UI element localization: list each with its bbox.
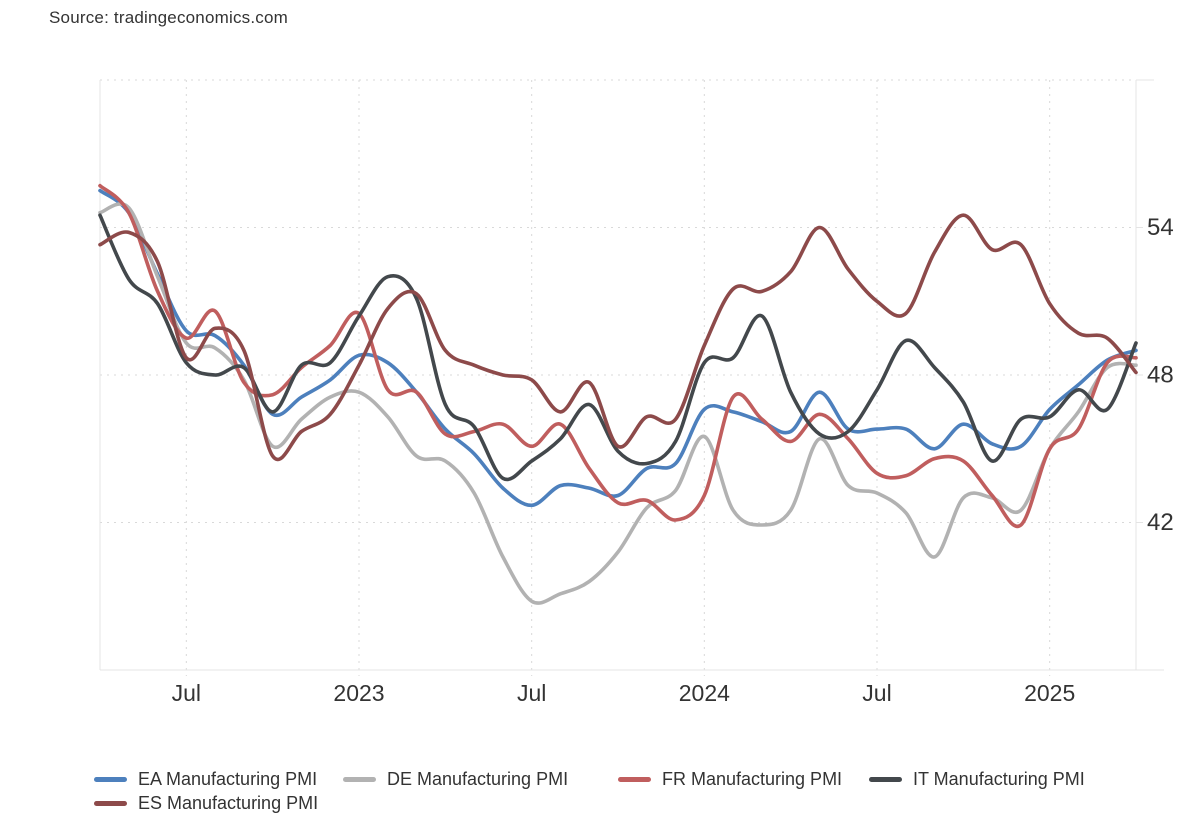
legend-item-fr[interactable]: FR Manufacturing PMI: [618, 767, 869, 791]
series-line-de: [98, 202, 1138, 605]
legend-label-de: DE Manufacturing PMI: [387, 768, 569, 789]
legend-swatch-de: [343, 776, 376, 782]
y-tick-label: 54: [1147, 214, 1174, 241]
legend-label-ea: EA Manufacturing PMI: [138, 768, 318, 789]
y-tick-label: 42: [1147, 509, 1174, 536]
legend-item-it[interactable]: IT Manufacturing PMI: [869, 767, 1109, 791]
source-credit: Source: tradingeconomics.com: [49, 8, 288, 27]
x-tick-label: Jul: [862, 680, 891, 706]
x-tick-label: 2024: [679, 680, 730, 706]
y-tick-label: 48: [1147, 362, 1174, 389]
legend-swatch-it: [869, 776, 902, 782]
legend-item-es[interactable]: ES Manufacturing PMI: [94, 791, 394, 815]
legend-swatch-es: [94, 800, 127, 806]
series-line-es: [98, 213, 1138, 462]
x-tick-label: Jul: [517, 680, 546, 706]
pmi-line-chart-canvas[interactable]: 54 48 42 Jul 2023 Jul 2024 Jul 2025: [0, 0, 1200, 745]
x-tick-label: Jul: [172, 680, 201, 706]
legend-swatch-fr: [618, 776, 651, 782]
x-tick-label: 2023: [333, 680, 384, 706]
legend: EA Manufacturing PMI DE Manufacturing PMI…: [94, 767, 1200, 815]
x-tick-label: 2025: [1024, 680, 1075, 706]
legend-item-de[interactable]: DE Manufacturing PMI: [343, 767, 618, 791]
legend-swatch-ea: [94, 776, 127, 782]
legend-label-fr: FR Manufacturing PMI: [662, 768, 843, 789]
series-line-fr: [98, 183, 1138, 529]
legend-label-it: IT Manufacturing PMI: [913, 768, 1085, 789]
legend-label-es: ES Manufacturing PMI: [138, 792, 319, 813]
series-line-it: [98, 213, 1138, 482]
legend-item-ea[interactable]: EA Manufacturing PMI: [94, 767, 343, 791]
